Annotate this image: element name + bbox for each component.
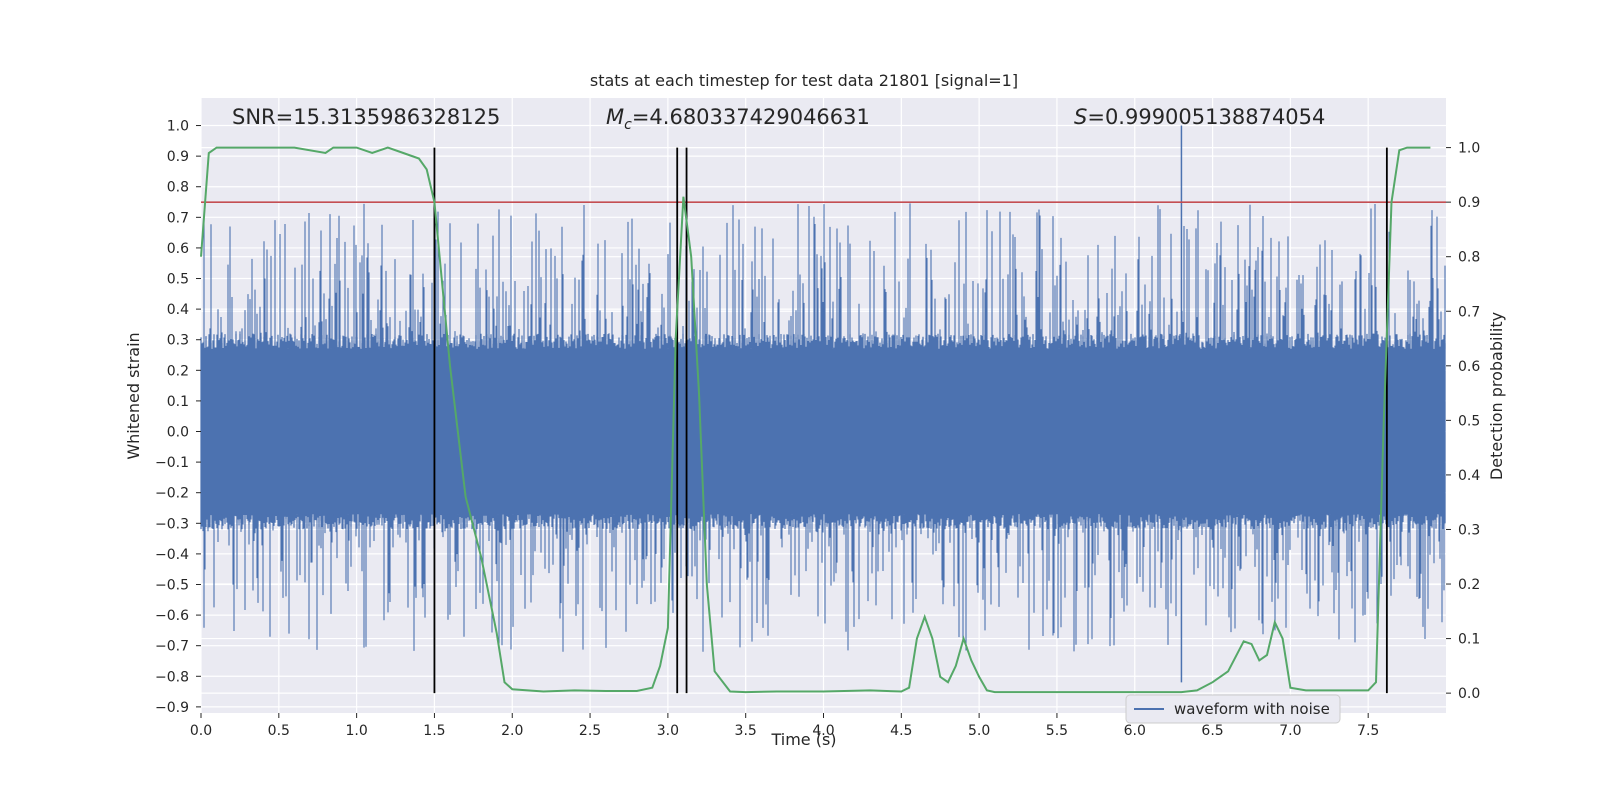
y-tick-label: −0.1 [155,455,189,471]
x-tick-label: 1.5 [423,723,445,739]
y-tick-label: −0.9 [155,700,189,716]
x-tick-label: 6.5 [1201,723,1223,739]
y-tick-label: 0.3 [167,333,189,349]
overlay-layer [200,146,1446,694]
y2-tick-label: 0.8 [1458,250,1480,266]
x-tick-label: 0.0 [190,723,212,739]
y-tick-label: −0.8 [155,669,189,685]
s-symbol: S [1074,105,1087,129]
y2-tick-label: 1.0 [1458,141,1480,157]
legend-label: waveform with noise [1174,700,1330,718]
x-tick-label: 4.0 [812,723,834,739]
detection-probability-line [200,146,1431,694]
s-annotation: S=0.999005138874054 [1074,105,1325,129]
y-tick-label: 0.9 [167,149,189,165]
y-tick-label: −0.3 [155,516,189,532]
y-tick-label: −0.4 [155,547,189,563]
x-tick-label: 3.0 [657,723,679,739]
y-tick-label: 1.0 [167,119,189,135]
s-value: =0.999005138874054 [1087,105,1325,129]
x-tick-label: 6.0 [1124,723,1146,739]
y-tick-label: 0.2 [167,363,189,379]
x-tick-label: 1.0 [345,723,367,739]
x-tick-label: 5.0 [968,723,990,739]
y-tick-label: 0.0 [167,425,189,441]
mc-subscript: c [624,117,632,133]
snr-annotation: SNR=15.3135986328125 [232,105,500,129]
y-tick-label: 0.5 [167,272,189,288]
x-tick-label: 4.5 [890,723,912,739]
legend-box [1125,694,1341,724]
y-tick-label: 0.7 [167,210,189,226]
strain-series [200,125,1446,683]
y2-tick-label: 0.0 [1458,686,1480,702]
strain-core [200,333,1446,530]
mc-symbol: M [606,105,624,129]
chirp-mass-annotation: Mc=4.680337429046631 [606,105,870,133]
mc-value: =4.680337429046631 [632,105,870,129]
y-tick-label: −0.2 [155,486,189,502]
chart-title: stats at each timestep for test data 218… [590,71,1018,90]
x-tick-label: 2.0 [501,723,523,739]
x-axis-label: Time (s) [770,730,836,749]
y-tick-label: −0.7 [155,639,189,655]
x-tick-label: 5.5 [1046,723,1068,739]
y2-tick-label: 0.7 [1458,304,1480,320]
y2-tick-label: 0.4 [1458,468,1480,484]
y-tick-label: −0.5 [155,577,189,593]
y2-tick-label: 0.5 [1458,413,1480,429]
y2-tick-label: 0.3 [1458,522,1480,538]
legend: waveform with noise [1125,694,1341,724]
y-axis-label: Whitened strain [124,332,143,459]
x-tick-label: 3.5 [735,723,757,739]
y2-tick-label: 0.6 [1458,359,1480,375]
y2-tick-label: 0.9 [1458,195,1480,211]
x-tick-label: 7.0 [1279,723,1301,739]
x-tick-label: 7.5 [1357,723,1379,739]
y-tick-label: −0.6 [155,608,189,624]
y2-axis-label: Detection probability [1487,312,1506,480]
x-tick-label: 2.5 [579,723,601,739]
y2-tick-label: 0.1 [1458,632,1480,648]
axes-layer: 0.0 0.5 1.0 1.5 2.0 2.5 3.0 3.5 4.0 4.5 5.0 5.5 6.0 6… [155,119,1480,739]
y-tick-label: 0.8 [167,180,189,196]
x-tick-label: 0.5 [268,723,290,739]
y-tick-label: 0.6 [167,241,189,257]
y-tick-label: 0.4 [167,302,189,318]
y2-tick-label: 0.2 [1458,577,1480,593]
y-tick-label: 0.1 [167,394,189,410]
